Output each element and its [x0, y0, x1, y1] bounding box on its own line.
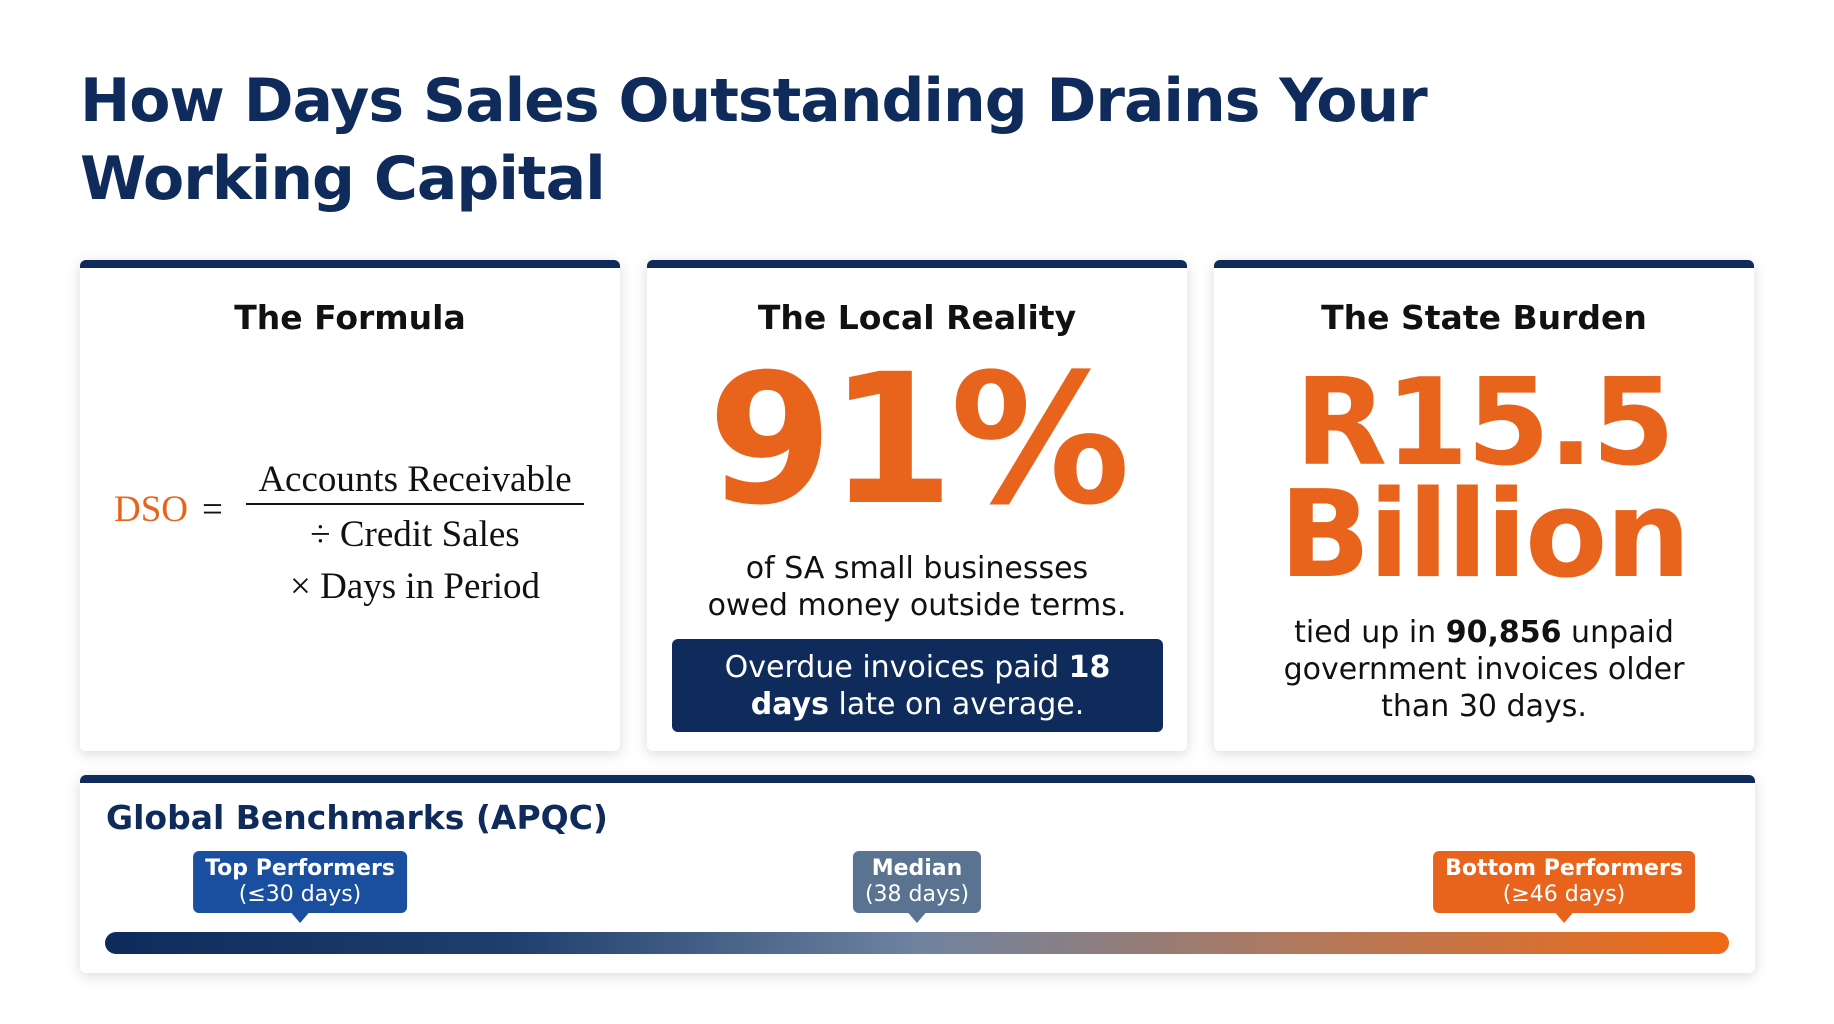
benchmark-marker: Median (38 days) — [852, 851, 982, 923]
description-text: unpaid government invoices older than 30… — [1283, 615, 1685, 724]
marker-label: Bottom Performers — [1445, 856, 1683, 881]
marker-label: Top Performers — [205, 856, 395, 881]
benchmark-bar — [105, 932, 1729, 954]
marker-label: Median — [871, 856, 963, 881]
stat: 91% — [707, 336, 1131, 545]
benchmark-title: Global Benchmarks (APQC) — [106, 798, 609, 837]
marker-detail: (≤30 days) — [238, 882, 362, 907]
card-heading: The State Burden — [1321, 298, 1647, 337]
state-card: The State Burden R15.5 Billion tied up i… — [1214, 260, 1754, 751]
formula-card: The Formula DSO = Accounts Receivable ÷ … — [80, 260, 620, 751]
title: How Days Sales Outstanding Drains Your W… — [80, 66, 1428, 214]
marker-detail: (≥46 days) — [1502, 882, 1626, 907]
callout: Overdue invoices paid 18 days late on av… — [672, 639, 1163, 732]
formula-line: × Days in Period — [289, 566, 541, 607]
card-heading: The Local Reality — [757, 298, 1077, 337]
callout-text: Overdue invoices paid — [724, 650, 1069, 685]
formula-numerator: Accounts Receivable — [246, 458, 584, 505]
description-text: tied up in — [1294, 615, 1446, 650]
card-heading: The Formula — [234, 298, 466, 337]
description: of SA small businesses owed money outsid… — [707, 551, 1127, 623]
callout-text: late on average. — [828, 687, 1085, 722]
marker-detail: (38 days) — [864, 882, 970, 907]
formula-equals: = — [202, 489, 223, 530]
stat: R15.5 Billion — [1279, 354, 1691, 605]
benchmark-marker: Top Performers (≤30 days) — [193, 851, 407, 923]
formula-lhs: DSO — [114, 489, 189, 530]
benchmark-marker: Bottom Performers (≥46 days) — [1433, 851, 1695, 923]
callout-bold: 18 days — [750, 650, 1111, 722]
description-bold: 90,856 — [1445, 615, 1562, 650]
local-card: The Local Reality 91% of SA small busine… — [647, 260, 1187, 751]
description: tied up in 90,856 unpaid government invo… — [1264, 614, 1704, 725]
formula-line: ÷ Credit Sales — [310, 514, 520, 555]
